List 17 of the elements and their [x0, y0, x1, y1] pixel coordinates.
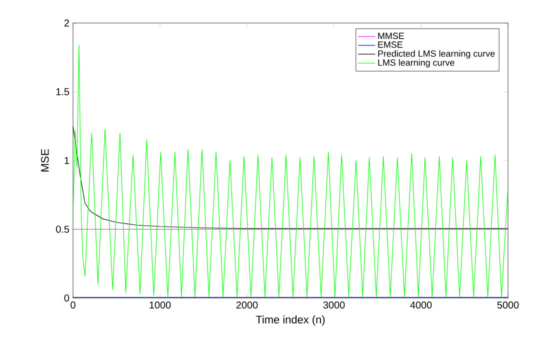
- x-tick-label: 2000: [236, 302, 258, 309]
- x-axis-title: Time index (n): [256, 315, 325, 326]
- x-tick-label: 5000: [497, 302, 519, 309]
- y-tick-label: 1: [64, 157, 69, 164]
- x-tick-label: 4000: [410, 302, 432, 309]
- legend-label: Predicted LMS learning curve: [378, 50, 495, 59]
- x-tick-label: 3000: [323, 302, 345, 309]
- x-tick-label: 0: [70, 302, 76, 309]
- legend-label: MMSE: [378, 32, 404, 40]
- x-tick-label: 1000: [150, 302, 171, 309]
- legend-label: LMS learning curve: [378, 59, 454, 68]
- y-axis-title: MSE: [41, 149, 49, 172]
- y-tick-label: 1.5: [56, 88, 70, 96]
- legend-label: EMSE: [378, 41, 403, 48]
- y-tick-label: 2: [64, 20, 69, 26]
- y-tick-label: 0: [64, 294, 70, 302]
- y-tick-label: 0.5: [56, 226, 70, 233]
